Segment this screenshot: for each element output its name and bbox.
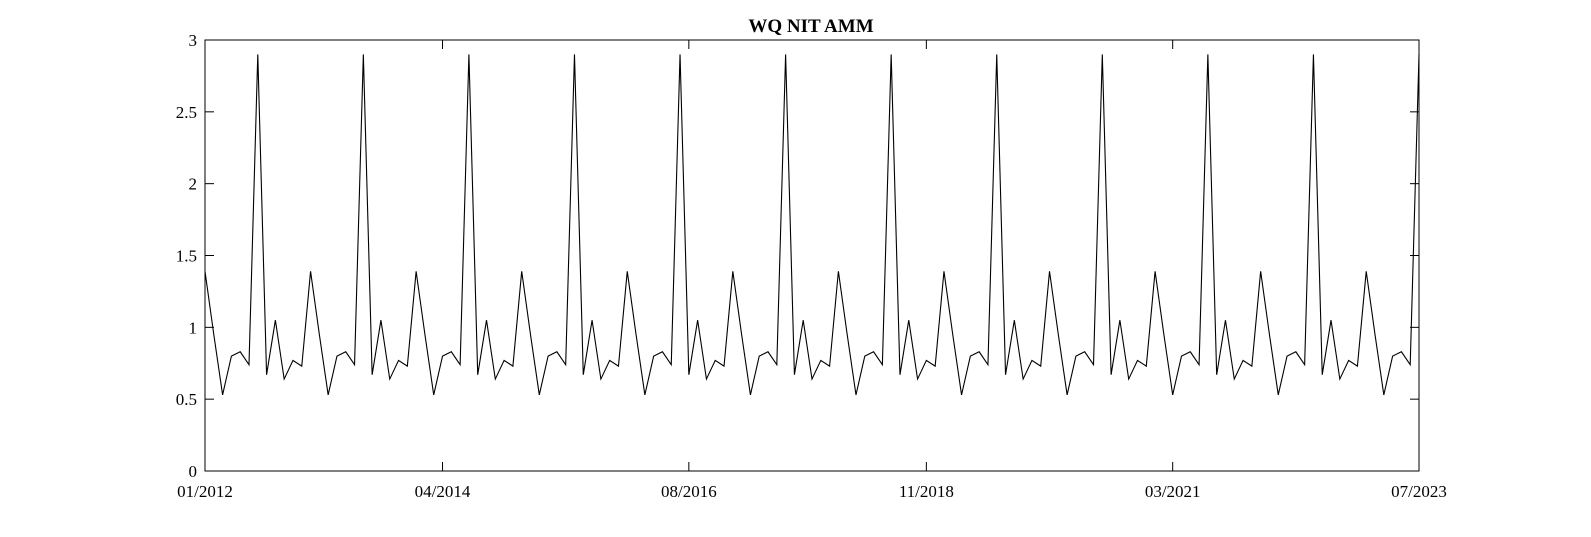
y-tick-label: 2.5 xyxy=(176,103,197,122)
x-tick-label: 11/2018 xyxy=(899,482,954,501)
x-tick-label: 04/2014 xyxy=(415,482,471,501)
series-line xyxy=(204,54,1420,395)
chart-title: WQ NIT AMM xyxy=(748,16,873,37)
x-tick-label: 03/2021 xyxy=(1145,482,1201,501)
y-tick-label: 2 xyxy=(189,175,198,194)
y-tick-label: 0 xyxy=(189,462,198,481)
x-tick-label: 01/2012 xyxy=(177,482,233,501)
y-tick-label: 1 xyxy=(189,318,198,337)
y-tick-label: 0.5 xyxy=(176,390,197,409)
plot-area: 0 0.5 1 1.5 2 2.5 3 01/2012 04/2014 08/2016 11/201… xyxy=(176,31,1447,501)
axes-box xyxy=(204,39,1420,472)
x-tick-label: 08/2016 xyxy=(661,482,717,501)
y-tick-label: 3 xyxy=(189,31,198,50)
y-tick-label: 1.5 xyxy=(176,247,197,266)
x-tick-label: 07/2023 xyxy=(1391,482,1447,501)
